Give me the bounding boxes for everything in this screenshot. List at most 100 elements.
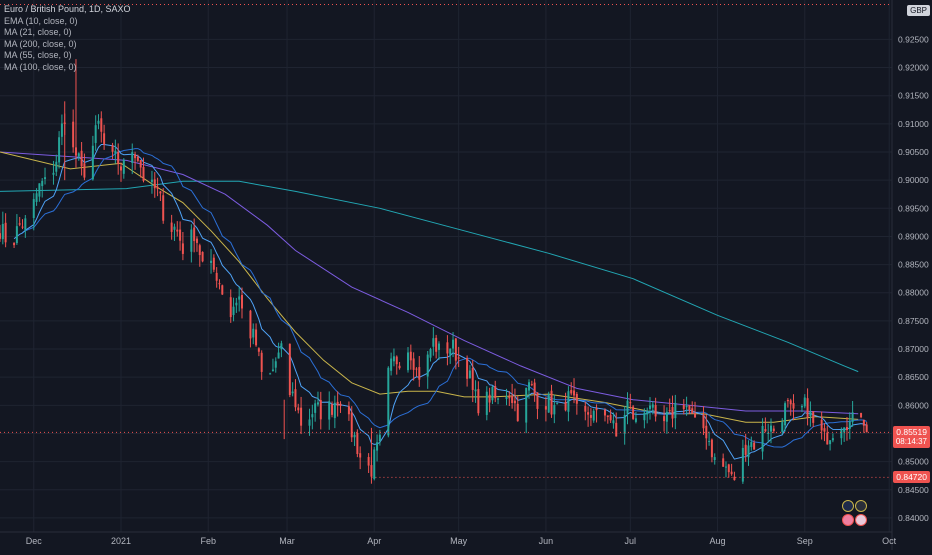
- candle-body: [280, 343, 283, 350]
- x-tick-label: Dec: [26, 536, 43, 546]
- candle-body: [668, 410, 671, 412]
- candle-body: [58, 137, 61, 163]
- candle-body: [271, 369, 274, 372]
- candle-body: [730, 471, 733, 475]
- candle-body: [626, 400, 629, 414]
- indicator-ma200[interactable]: MA (200, close, 0): [4, 38, 77, 49]
- candle-body: [803, 397, 806, 407]
- candle-body: [221, 285, 224, 295]
- candle-body: [117, 151, 120, 164]
- candle-body: [260, 352, 263, 372]
- candle-body: [103, 133, 106, 145]
- y-tick-label: 0.87000: [898, 344, 929, 354]
- candle-body: [150, 179, 153, 182]
- candle-body: [111, 145, 114, 152]
- last-price-value: 0.85519: [896, 427, 927, 438]
- candle-body: [851, 412, 854, 423]
- candle-body: [392, 356, 395, 362]
- currency-badge[interactable]: GBP: [907, 5, 930, 16]
- candle-body: [83, 163, 86, 178]
- candle-body: [713, 457, 716, 461]
- indicator-icons[interactable]: [842, 500, 867, 530]
- candle-body: [407, 352, 410, 371]
- indicator-ma55[interactable]: MA (55, close, 0): [4, 50, 72, 60]
- candle-body: [119, 166, 122, 171]
- indicator-icon-d[interactable]: [855, 514, 867, 526]
- y-tick-label: 0.86500: [898, 372, 929, 382]
- candle-body: [319, 400, 322, 420]
- candle-body: [359, 453, 362, 458]
- candle-body: [252, 328, 255, 338]
- y-tick-label: 0.92500: [898, 34, 929, 44]
- candle-body: [232, 306, 235, 315]
- candle-body: [781, 422, 784, 432]
- candle-body: [142, 166, 145, 181]
- candle-body: [800, 406, 803, 408]
- indicator-ema10[interactable]: EMA (10, close, 0): [4, 15, 78, 26]
- symbol-title[interactable]: Euro / British Pound, 1D, SAXO: [4, 4, 131, 14]
- candle-body: [609, 414, 612, 421]
- candle-body: [240, 295, 243, 309]
- candle-body: [471, 368, 474, 390]
- candle-body: [395, 356, 398, 365]
- candle-body: [860, 413, 863, 418]
- candle-body: [705, 425, 708, 439]
- candle-body: [176, 229, 179, 232]
- candle-body: [727, 464, 730, 473]
- candle-body: [97, 120, 100, 124]
- candle-body: [24, 218, 27, 230]
- candle-body: [654, 405, 657, 417]
- candle-body: [38, 183, 41, 197]
- candle-body: [291, 391, 294, 394]
- candle-body: [865, 424, 868, 433]
- indicator-icon-a[interactable]: [842, 500, 854, 512]
- candle-body: [198, 245, 201, 256]
- ema10-line: [13, 144, 867, 460]
- candle-body: [13, 242, 16, 246]
- candle-body: [1, 223, 4, 240]
- y-tick-label: 0.90000: [898, 175, 929, 185]
- indicator-icon-c[interactable]: [842, 514, 854, 526]
- candle-body: [573, 390, 576, 396]
- y-tick-label: 0.87500: [898, 316, 929, 326]
- candle-body: [21, 226, 24, 228]
- candle-body: [643, 412, 646, 421]
- candle-body: [694, 413, 697, 418]
- candle-body: [162, 195, 165, 221]
- candle-body: [513, 400, 516, 404]
- candle-body: [288, 343, 291, 395]
- candle-body: [665, 411, 668, 422]
- grid-lines: [0, 0, 892, 532]
- candle-body: [426, 354, 429, 377]
- candle-body: [139, 160, 142, 168]
- indicator-icon-b[interactable]: [855, 500, 867, 512]
- y-tick-label: 0.85000: [898, 457, 929, 467]
- candle-body: [52, 172, 55, 175]
- candle-body: [516, 403, 519, 422]
- candle-body: [308, 419, 311, 426]
- low-price-badge: 0.84720: [893, 471, 930, 484]
- candle-body: [331, 404, 334, 415]
- candle-body: [710, 439, 713, 458]
- candle-body: [333, 402, 336, 419]
- candle-body: [159, 191, 162, 194]
- price-axis[interactable]: 0.92500 0.92000 0.91500 0.91000 0.90500 0.900…: [891, 0, 929, 550]
- candle-body: [457, 357, 460, 359]
- candle-body: [615, 422, 618, 437]
- indicator-ma100[interactable]: MA (100, close, 0): [4, 61, 77, 72]
- candle-body: [435, 337, 438, 352]
- candle-body: [136, 156, 139, 161]
- time-axis[interactable]: Dec 2021 Feb Mar Apr May Jun Jul Aug Sep Oct: [0, 531, 897, 546]
- candle-body: [589, 414, 592, 418]
- candle-body: [536, 392, 539, 409]
- indicator-ma21[interactable]: MA (21, close, 0): [4, 27, 72, 37]
- candle-body: [840, 429, 843, 439]
- y-tick-label: 0.89500: [898, 203, 929, 213]
- x-tick-label: Jun: [539, 536, 554, 546]
- y-tick-label: 0.86000: [898, 400, 929, 410]
- candle-body: [530, 384, 533, 386]
- bar-countdown: 08:14:37: [895, 437, 927, 447]
- candle-body: [584, 406, 587, 412]
